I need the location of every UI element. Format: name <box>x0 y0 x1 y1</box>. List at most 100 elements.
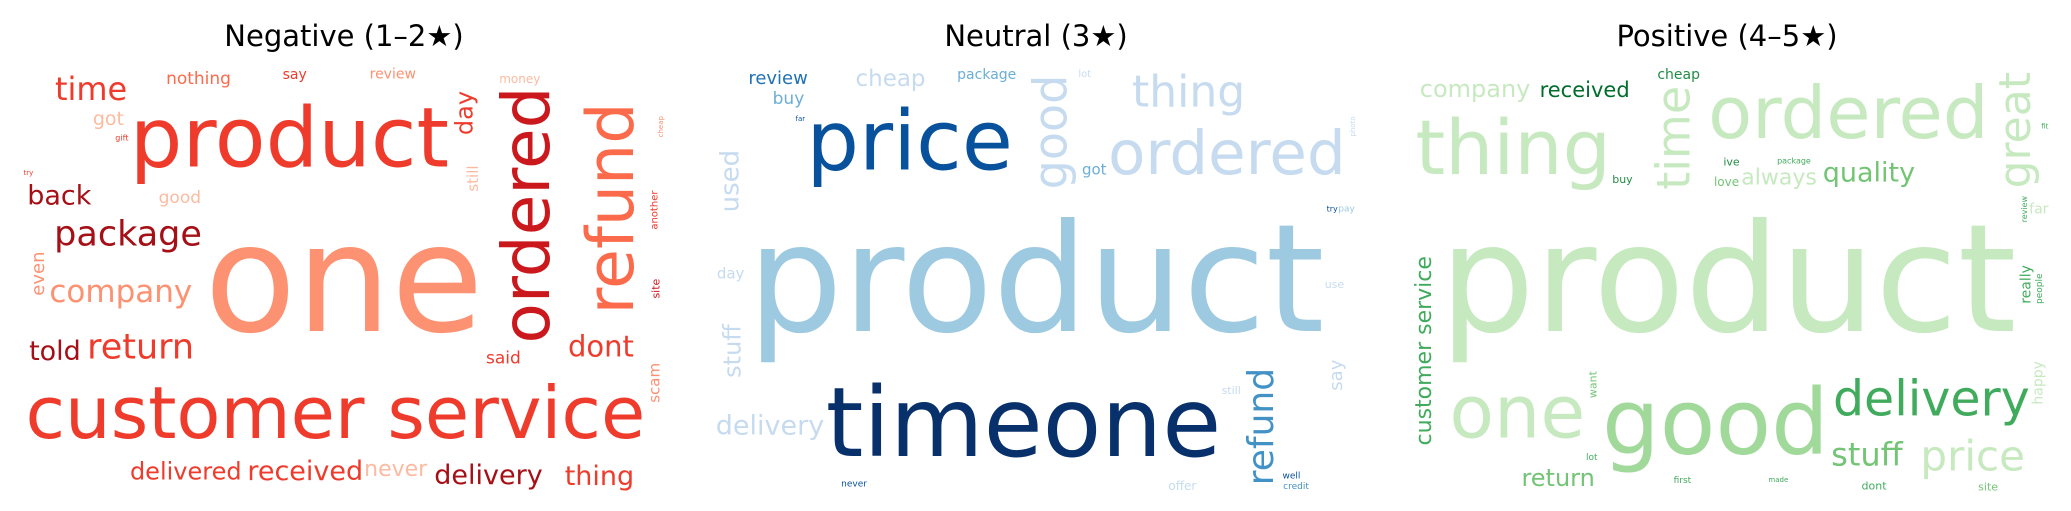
word-never: never <box>364 457 428 482</box>
wordcloud-area-neutral <box>713 64 1359 496</box>
word-dont: dont <box>1862 480 1888 493</box>
word-credit: credit <box>1283 482 1309 492</box>
word-good: good <box>1024 75 1078 190</box>
word-try: try <box>24 169 34 177</box>
word-package: package <box>54 214 202 254</box>
word-site: site <box>1978 480 1998 493</box>
word-try: try <box>1327 204 1338 213</box>
word-price: price <box>1920 431 2025 480</box>
word-far: far <box>796 115 806 123</box>
word-thing: thing <box>1132 66 1245 117</box>
word-love: love <box>1714 175 1739 189</box>
word-made: made <box>1768 476 1788 484</box>
word-say: say <box>283 67 307 83</box>
word-even: even <box>28 251 49 295</box>
word-return: return <box>87 328 194 368</box>
word-time: time <box>55 70 127 108</box>
word-stuff: stuff <box>1831 435 1904 473</box>
word-review: review <box>370 66 416 82</box>
word-package: package <box>957 67 1016 83</box>
word-far: far <box>2029 202 2049 218</box>
word-delivery: delivery <box>716 411 824 442</box>
word-received: received <box>247 456 363 487</box>
word-site: site <box>650 278 663 298</box>
word-product: product <box>1440 193 2017 367</box>
word-told: told <box>29 336 81 367</box>
wordcloud-area-negative <box>21 64 667 496</box>
word-buy: buy <box>773 89 805 109</box>
word-say: say <box>1326 359 1347 390</box>
panel-title-negative: Negative (1–2★) <box>224 19 463 53</box>
word-used: used <box>715 150 745 213</box>
word-day: day <box>450 91 478 135</box>
word-scam: scam <box>646 363 664 403</box>
word-company: company <box>49 274 192 310</box>
wordcloud-area-positive <box>1405 64 2051 496</box>
word-thing: thing <box>565 461 634 492</box>
word-one: one <box>1449 370 1585 455</box>
word-customer-service: customer service <box>25 371 645 455</box>
word-back: back <box>27 181 92 212</box>
word-always: always <box>1741 166 1817 191</box>
word-refund: refund <box>1241 368 1282 485</box>
word-still: still <box>464 165 482 191</box>
word-never: never <box>841 479 867 489</box>
word-return: return <box>1521 464 1594 492</box>
word-ordered: ordered <box>1708 71 1988 155</box>
word-happy: happy <box>2031 361 2047 405</box>
word-offer: offer <box>1168 479 1196 493</box>
word-lot: lot <box>1586 453 1598 463</box>
word-still: still <box>1222 384 1241 397</box>
word-time: time <box>1646 86 1700 190</box>
word-timeone: timeone <box>826 367 1222 479</box>
word-delivery: delivery <box>434 460 542 491</box>
word-good: good <box>159 188 201 208</box>
word-ordered: ordered <box>488 86 565 343</box>
word-pay: pay <box>1338 205 1355 215</box>
panel-title-positive: Positive (4–5★) <box>1616 19 1837 53</box>
word-really: really <box>2019 265 2035 304</box>
word-said: said <box>486 348 521 368</box>
word-ive: ive <box>1723 155 1740 168</box>
word-thing: thing <box>1415 103 1611 192</box>
word-fit: fit <box>2041 122 2048 130</box>
word-review: review <box>2020 195 2029 222</box>
word-delivery: delivery <box>1833 371 2030 428</box>
word-lot: lot <box>1078 69 1091 80</box>
word-another: another <box>649 190 660 230</box>
word-photo: photo <box>1349 116 1357 136</box>
word-people: people <box>2035 273 2045 304</box>
word-product: product <box>130 89 449 186</box>
word-customer-service: customer service <box>1412 256 1437 445</box>
word-money: money <box>499 72 540 86</box>
word-delivered: delivered <box>130 458 242 486</box>
word-cheap: cheap <box>657 115 665 137</box>
word-review: review <box>748 68 808 89</box>
word-one: one <box>204 193 483 367</box>
word-good: good <box>1602 371 1829 476</box>
word-stuff: stuff <box>718 324 746 378</box>
word-cheap: cheap <box>855 66 925 92</box>
word-package: package <box>1777 156 1811 165</box>
word-gift: gift <box>115 134 128 143</box>
word-buy: buy <box>1612 173 1633 186</box>
word-well: well <box>1282 471 1300 481</box>
word-got: got <box>93 108 124 130</box>
word-use: use <box>1325 278 1345 291</box>
word-day: day <box>717 265 745 283</box>
word-first: first <box>1674 476 1692 486</box>
word-want: want <box>1586 370 1599 398</box>
word-cheap: cheap <box>1657 67 1700 83</box>
word-received: received <box>1540 78 1630 102</box>
word-dont: dont <box>568 330 634 364</box>
word-product: product <box>748 193 1325 367</box>
word-great: great <box>1990 72 2041 188</box>
word-refund: refund <box>574 103 649 315</box>
